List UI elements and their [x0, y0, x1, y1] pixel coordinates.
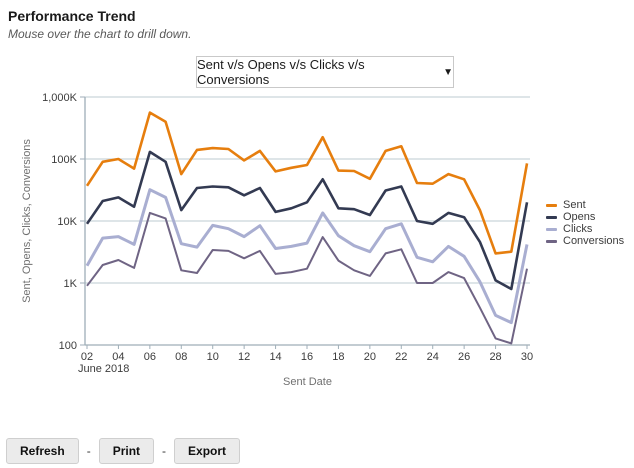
chart-legend: Sent Opens Clicks Conversions	[546, 199, 624, 247]
legend-item-opens: Opens	[546, 211, 624, 223]
legend-item-clicks: Clicks	[546, 223, 624, 235]
performance-trend-chart[interactable]: 1,000K 100K 10K 1K 100 02 04 06 08 10 12 14 16 18 20 22…	[0, 0, 634, 405]
legend-swatch-icon	[546, 239, 557, 243]
series-line-opens[interactable]	[85, 150, 529, 291]
legend-label: Conversions	[563, 235, 625, 247]
legend-swatch-icon	[546, 203, 557, 207]
legend-swatch-icon	[546, 215, 557, 219]
refresh-button[interactable]: Refresh	[6, 438, 79, 464]
legend-label: Opens	[563, 211, 596, 223]
svg-text:06: 06	[144, 351, 156, 363]
metric-selector-dropdown[interactable]: Sent v/s Opens v/s Clicks v/s Conversion…	[196, 56, 454, 88]
legend-item-sent: Sent	[546, 199, 624, 211]
button-separator: -	[86, 444, 91, 458]
svg-text:30: 30	[521, 351, 533, 363]
svg-text:1,000K: 1,000K	[42, 92, 78, 104]
series-line-conversions[interactable]	[86, 211, 528, 345]
svg-text:02: 02	[81, 351, 93, 363]
svg-text:Sent, Opens, Clicks, Conversio: Sent, Opens, Clicks, Conversions	[21, 139, 33, 303]
svg-text:18: 18	[332, 351, 344, 363]
page-title: Performance Trend	[8, 8, 136, 24]
svg-text:16: 16	[301, 351, 313, 363]
series-line-sent[interactable]	[85, 111, 529, 255]
svg-text:100K: 100K	[51, 154, 77, 166]
export-button[interactable]: Export	[174, 438, 241, 464]
metric-selector-value: Sent v/s Opens v/s Clicks v/s Conversion…	[197, 57, 365, 87]
chevron-down-icon: ▼	[443, 66, 453, 78]
svg-text:14: 14	[269, 351, 281, 363]
svg-text:28: 28	[489, 351, 501, 363]
svg-text:1K: 1K	[64, 278, 78, 290]
svg-text:20: 20	[364, 351, 376, 363]
trend-chart: 1,000K 100K 10K 1K 100 02 04 06 08 10 12 14 16 18 20 22…	[21, 92, 533, 388]
svg-text:10K: 10K	[57, 216, 77, 228]
svg-text:24: 24	[427, 351, 439, 363]
svg-text:10: 10	[207, 351, 219, 363]
print-button[interactable]: Print	[98, 438, 155, 464]
svg-text:26: 26	[458, 351, 470, 363]
svg-text:June 2018: June 2018	[78, 363, 129, 375]
svg-text:04: 04	[112, 351, 124, 363]
button-separator: -	[162, 444, 167, 458]
legend-label: Sent	[563, 199, 586, 211]
svg-text:100: 100	[59, 340, 77, 352]
footer-action-bar: Refresh - Print - Export	[6, 438, 241, 464]
legend-item-conversions: Conversions	[546, 235, 624, 247]
series-line-clicks[interactable]	[85, 188, 529, 325]
legend-swatch-icon	[546, 227, 557, 231]
svg-text:22: 22	[395, 351, 407, 363]
legend-label: Clicks	[563, 223, 593, 235]
svg-text:12: 12	[238, 351, 250, 363]
svg-text:Sent Date: Sent Date	[283, 376, 332, 388]
svg-text:08: 08	[175, 351, 187, 363]
page-subtitle: Mouse over the chart to drill down.	[8, 27, 192, 41]
